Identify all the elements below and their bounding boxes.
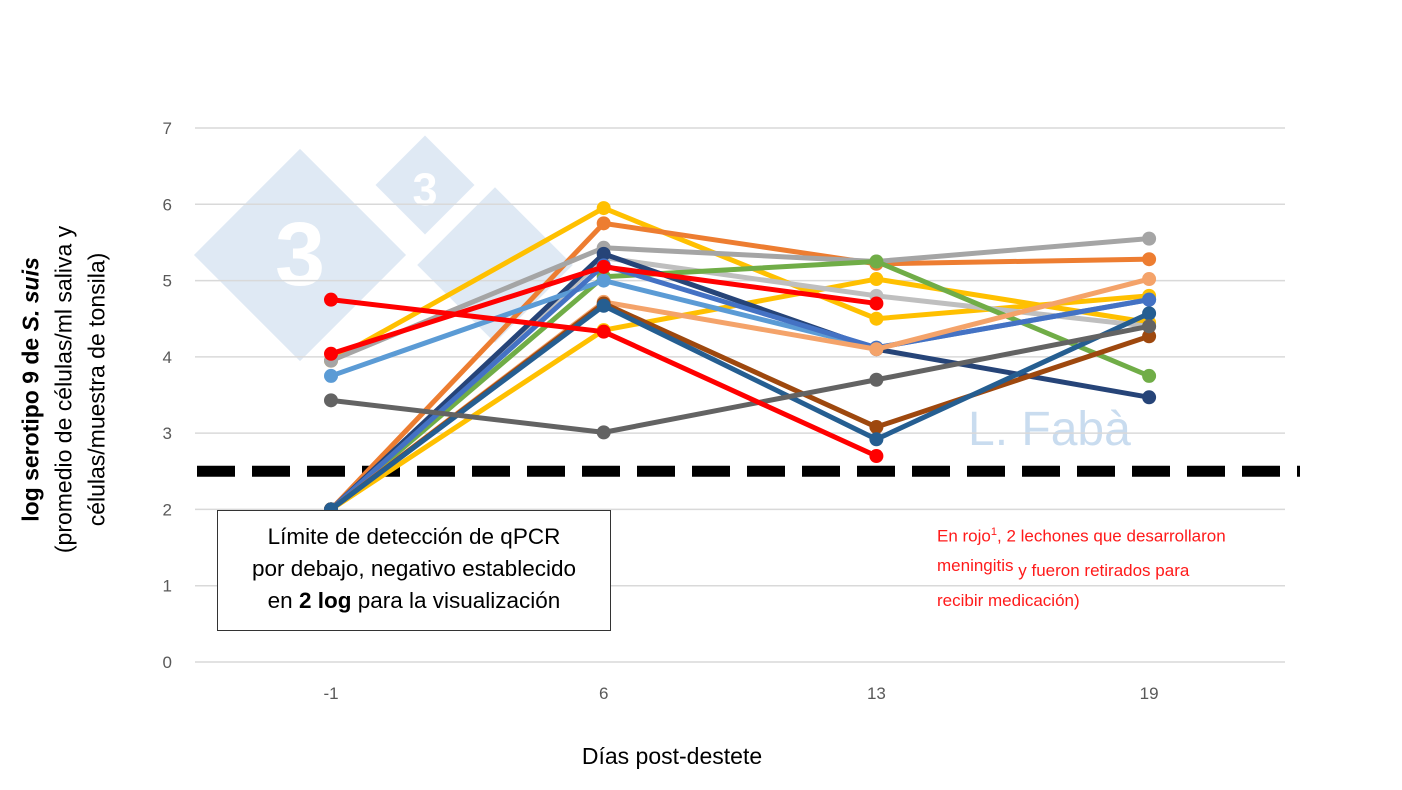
annotation-text: para la visualización xyxy=(351,588,561,613)
data-point xyxy=(1142,292,1157,307)
data-point xyxy=(1142,319,1157,334)
data-point xyxy=(869,272,884,287)
note-text: En rojo xyxy=(937,526,991,546)
series-line xyxy=(330,323,1150,435)
y-axis-label-sub1: (promedio de células/ml saliva y xyxy=(50,225,77,554)
note-text: meningitis xyxy=(937,555,1014,575)
data-point xyxy=(596,259,611,274)
data-point xyxy=(1142,390,1157,405)
series-line xyxy=(329,205,1150,363)
annotation-bold: 2 log xyxy=(298,588,352,613)
data-point xyxy=(596,324,611,339)
data-point xyxy=(1142,231,1157,246)
series-line xyxy=(330,236,1150,363)
x-axis-label: Días post-destete xyxy=(582,743,762,769)
data-point xyxy=(1142,252,1157,267)
y-axis-label-sub2: células/muestra de tonsila) xyxy=(83,252,110,527)
series-line xyxy=(329,251,1150,512)
series-line xyxy=(329,303,1151,512)
data-point xyxy=(596,425,611,440)
note-text: y fueron retirados para xyxy=(1013,560,1190,580)
note-text: , 2 lechones que desarrollaron xyxy=(997,526,1226,546)
watermark-logo-text: 3 xyxy=(412,164,437,215)
data-point xyxy=(596,216,611,231)
series-line xyxy=(329,262,1150,512)
x-tick-label: 13 xyxy=(867,684,886,703)
data-point xyxy=(869,449,884,464)
watermark-logo-text: 3 xyxy=(275,205,325,305)
x-tick-labels: -1 6 13 19 xyxy=(323,684,1158,703)
annotation-text: en xyxy=(267,588,299,613)
data-point xyxy=(1142,272,1157,287)
series-15 xyxy=(324,259,884,361)
series-line xyxy=(329,220,1150,512)
note-superscript: 1 xyxy=(990,526,997,538)
y-tick-label: 5 xyxy=(163,272,172,291)
annotation-line-2: por debajo, negativo establecido xyxy=(252,556,576,581)
y-axis-label-species: S. suis xyxy=(17,257,44,332)
y-axis-label: log serotipo 9 de S. suis (promedio de c… xyxy=(15,160,114,620)
y-tick-label: 2 xyxy=(163,500,172,519)
data-point xyxy=(869,420,884,435)
data-point xyxy=(596,273,611,288)
y-tick-label: 1 xyxy=(163,577,172,596)
data-point xyxy=(869,342,884,357)
annotation-line-1: Límite de detección de qPCR xyxy=(267,524,561,549)
series-line xyxy=(329,259,1151,512)
data-point xyxy=(596,298,611,313)
x-tick-label: 19 xyxy=(1140,684,1159,703)
y-tick-label: 4 xyxy=(163,348,172,367)
y-tick-label: 7 xyxy=(163,119,172,138)
y-tick-label: 3 xyxy=(163,424,172,443)
series-13 xyxy=(324,319,1157,440)
data-point xyxy=(596,201,611,216)
watermark-logo: 3 3 xyxy=(193,135,573,362)
y-axis-label-main: log serotipo 9 de xyxy=(17,331,44,522)
data-point xyxy=(869,311,884,326)
x-tick-label: 6 xyxy=(599,684,608,703)
data-point xyxy=(869,432,884,447)
series-group xyxy=(324,201,1157,517)
y-tick-labels: 0 1 2 3 4 5 6 7 xyxy=(163,119,172,672)
watermark-author: L. Fabà xyxy=(968,403,1131,456)
data-point xyxy=(324,346,338,361)
detection-limit-annotation: Límite de detección de qPCR por debajo, … xyxy=(217,510,611,631)
data-point xyxy=(869,296,884,311)
data-point xyxy=(324,292,338,307)
red-series-note: En rojo1, 2 lechones que desarrollaron m… xyxy=(937,515,1307,618)
data-point xyxy=(869,254,884,269)
x-tick-label: -1 xyxy=(323,684,338,703)
data-point xyxy=(324,368,338,383)
annotation-line-3: en 2 log para la visualización xyxy=(218,585,610,617)
note-text: recibir medicación) xyxy=(937,590,1080,610)
data-point xyxy=(1142,306,1157,321)
data-point xyxy=(1142,368,1157,383)
y-tick-label: 0 xyxy=(163,653,172,672)
data-point xyxy=(1142,329,1157,344)
y-tick-label: 6 xyxy=(163,195,172,214)
data-point xyxy=(596,246,611,261)
series-14 xyxy=(324,292,884,464)
data-point xyxy=(324,393,338,408)
data-point xyxy=(869,372,884,387)
